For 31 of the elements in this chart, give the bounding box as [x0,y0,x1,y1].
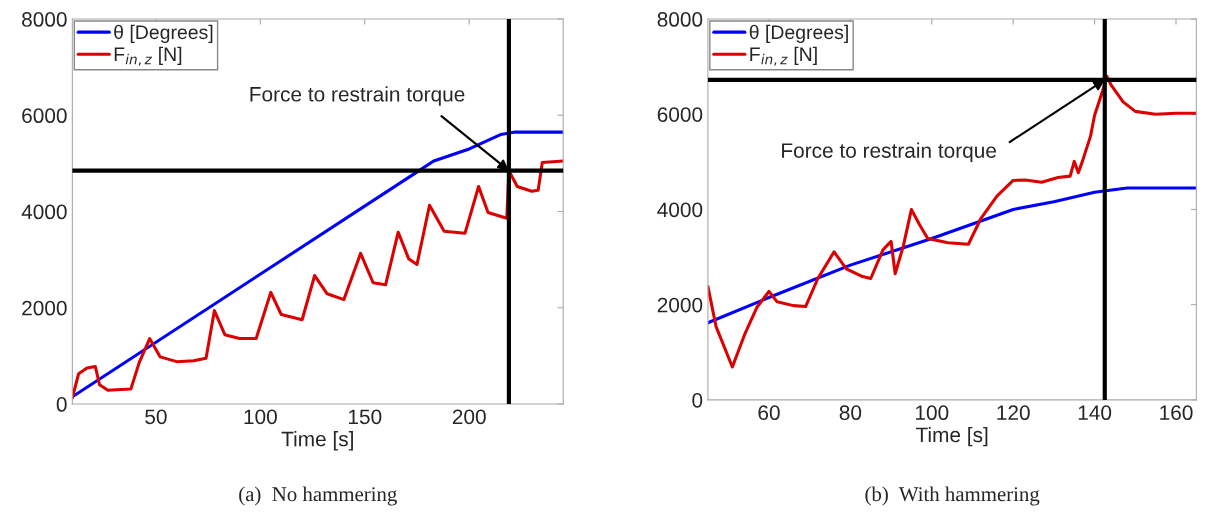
x-tick-label: 100 [244,409,277,425]
x-tick-label: 160 [1160,405,1193,421]
legend-label: θ [Degrees] [749,24,848,43]
y-tick-label: 6000 [657,107,703,122]
y-tick-label: 8000 [657,12,703,27]
y-tick-label: 0 [56,397,67,412]
legend-label: F$_{in,z}$ [N] [750,46,817,66]
x-axis-title: Time [s] [915,426,988,447]
text: (b) With hammering [865,486,1040,506]
annotation: Force to restrain torque [782,142,996,163]
legend-label: F$_{in,z}$ [N] [114,46,182,66]
x-tick-label: 50 [145,409,167,425]
y-tick-label: 0 [692,392,703,408]
x-tick-label: 120 [997,405,1030,421]
y-tick-label: 2000 [657,297,703,313]
annotation: Force to restrain torque [250,86,465,106]
y-tick-label: 6000 [22,108,67,124]
x-tick-label: 100 [916,405,949,421]
y-tick-label: 4000 [657,202,703,218]
y-tick-label: 4000 [21,204,67,220]
y-tick-label: 2000 [22,300,67,316]
x-tick-label: 140 [1078,405,1112,421]
line-series [707,74,1197,369]
legend-label: θ [Degrees] [114,24,213,43]
x-axis-title: Time [s] [281,431,353,451]
x-tick-label: 80 [839,405,862,421]
x-tick-label: 60 [758,405,780,421]
y-tick-label: 8000 [22,12,67,27]
text: (a) No hammering [239,486,397,506]
x-tick-label: 150 [348,409,382,425]
x-tick-label: 200 [452,409,486,425]
